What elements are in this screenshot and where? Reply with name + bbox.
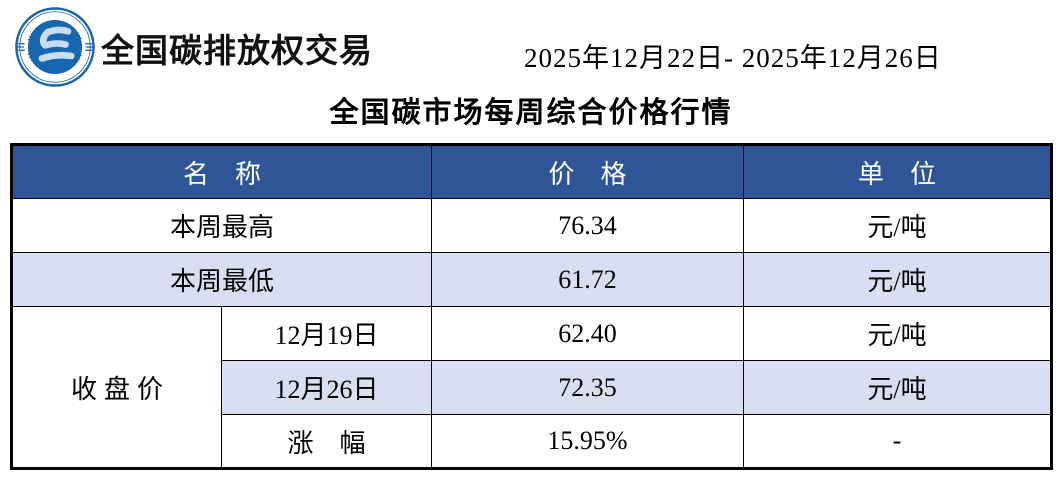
brand-title: 全国碳排放权交易 [101,34,373,70]
column-header-name: 名 称 [10,144,433,199]
cell-name: 本周最高 [10,198,433,253]
date-range: 2025年12月22日- 2025年12月26日 [524,43,942,73]
cell-unit: 元/吨 [743,360,1053,415]
cell-price: 61.72 [431,252,745,307]
page-title: 全国碳市场每周综合价格行情 [329,97,733,129]
cell-price: 62.40 [431,306,745,361]
logo-icon [15,7,95,87]
table-row-close-dec26: 12月26日 72.35 元/吨 [12,360,1053,415]
cell-unit: 元/吨 [743,198,1053,253]
table-row-week-high: 本周最高 76.34 元/吨 [10,198,1053,253]
column-header-price: 价 格 [431,144,745,199]
price-table: 名 称 价 格 单 位 本周最高 76.34 元/吨 本周最低 61.72 元/… [10,143,1054,470]
column-header-unit: 单 位 [743,144,1053,199]
cell-name: 本周最低 [10,252,433,307]
cell-price: 76.34 [431,198,745,253]
cell-unit: 元/吨 [743,306,1053,361]
cell-unit: - [743,414,1053,469]
table-row-close-dec19: 收盘价 12月19日 62.40 元/吨 [11,306,1053,469]
cell-name: 涨 幅 [220,414,433,469]
table-row-change: 涨 幅 15.95% - [12,414,1053,469]
table-header-row: 名 称 价 格 单 位 [10,144,1053,199]
cell-name: 12月19日 [220,306,433,361]
group-cell-closing-price: 收盘价 [11,306,222,469]
cell-unit: 元/吨 [743,252,1053,307]
cell-price: 15.95% [431,414,745,469]
table-row-week-low: 本周最低 61.72 元/吨 [10,252,1053,307]
cell-name: 12月26日 [220,360,433,415]
cell-price: 72.35 [431,360,745,415]
